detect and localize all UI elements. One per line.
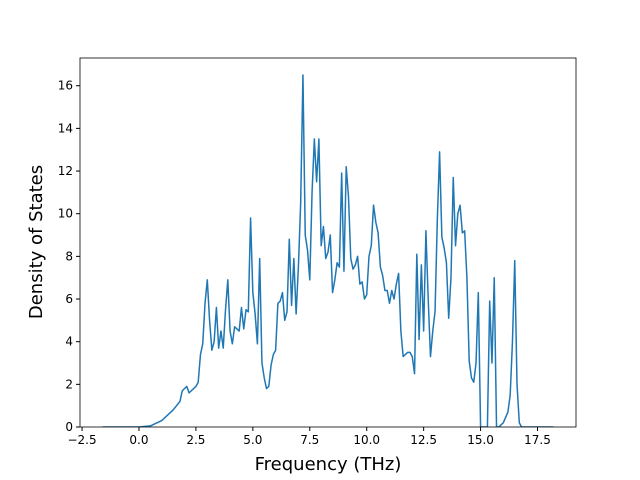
y-tick-label: 10 [58,207,73,221]
x-tick-label: 5.0 [243,433,262,447]
y-tick-label: 0 [65,420,73,434]
x-tick-label: 12.5 [410,433,437,447]
x-tick-label: 10.0 [353,433,380,447]
x-tick-label: 7.5 [300,433,319,447]
data-line [102,74,554,427]
plot-frame [79,57,577,428]
x-tick-label: 17.5 [524,433,551,447]
x-tick-label: −2.5 [67,433,96,447]
y-tick-label: 8 [65,249,73,263]
y-tick-label: 14 [58,121,73,135]
y-tick-label: 6 [65,292,73,306]
x-tick-label: 2.5 [186,433,205,447]
x-tick-label: 15.0 [467,433,494,447]
y-tick-label: 16 [58,79,73,93]
y-tick-label: 12 [58,164,73,178]
x-axis-label: Frequency (THz) [255,454,402,475]
x-tick-label: 0.0 [129,433,148,447]
y-axis-label: Density of States [26,165,47,319]
y-tick-label: 2 [65,377,73,391]
y-tick-label: 4 [65,335,73,349]
